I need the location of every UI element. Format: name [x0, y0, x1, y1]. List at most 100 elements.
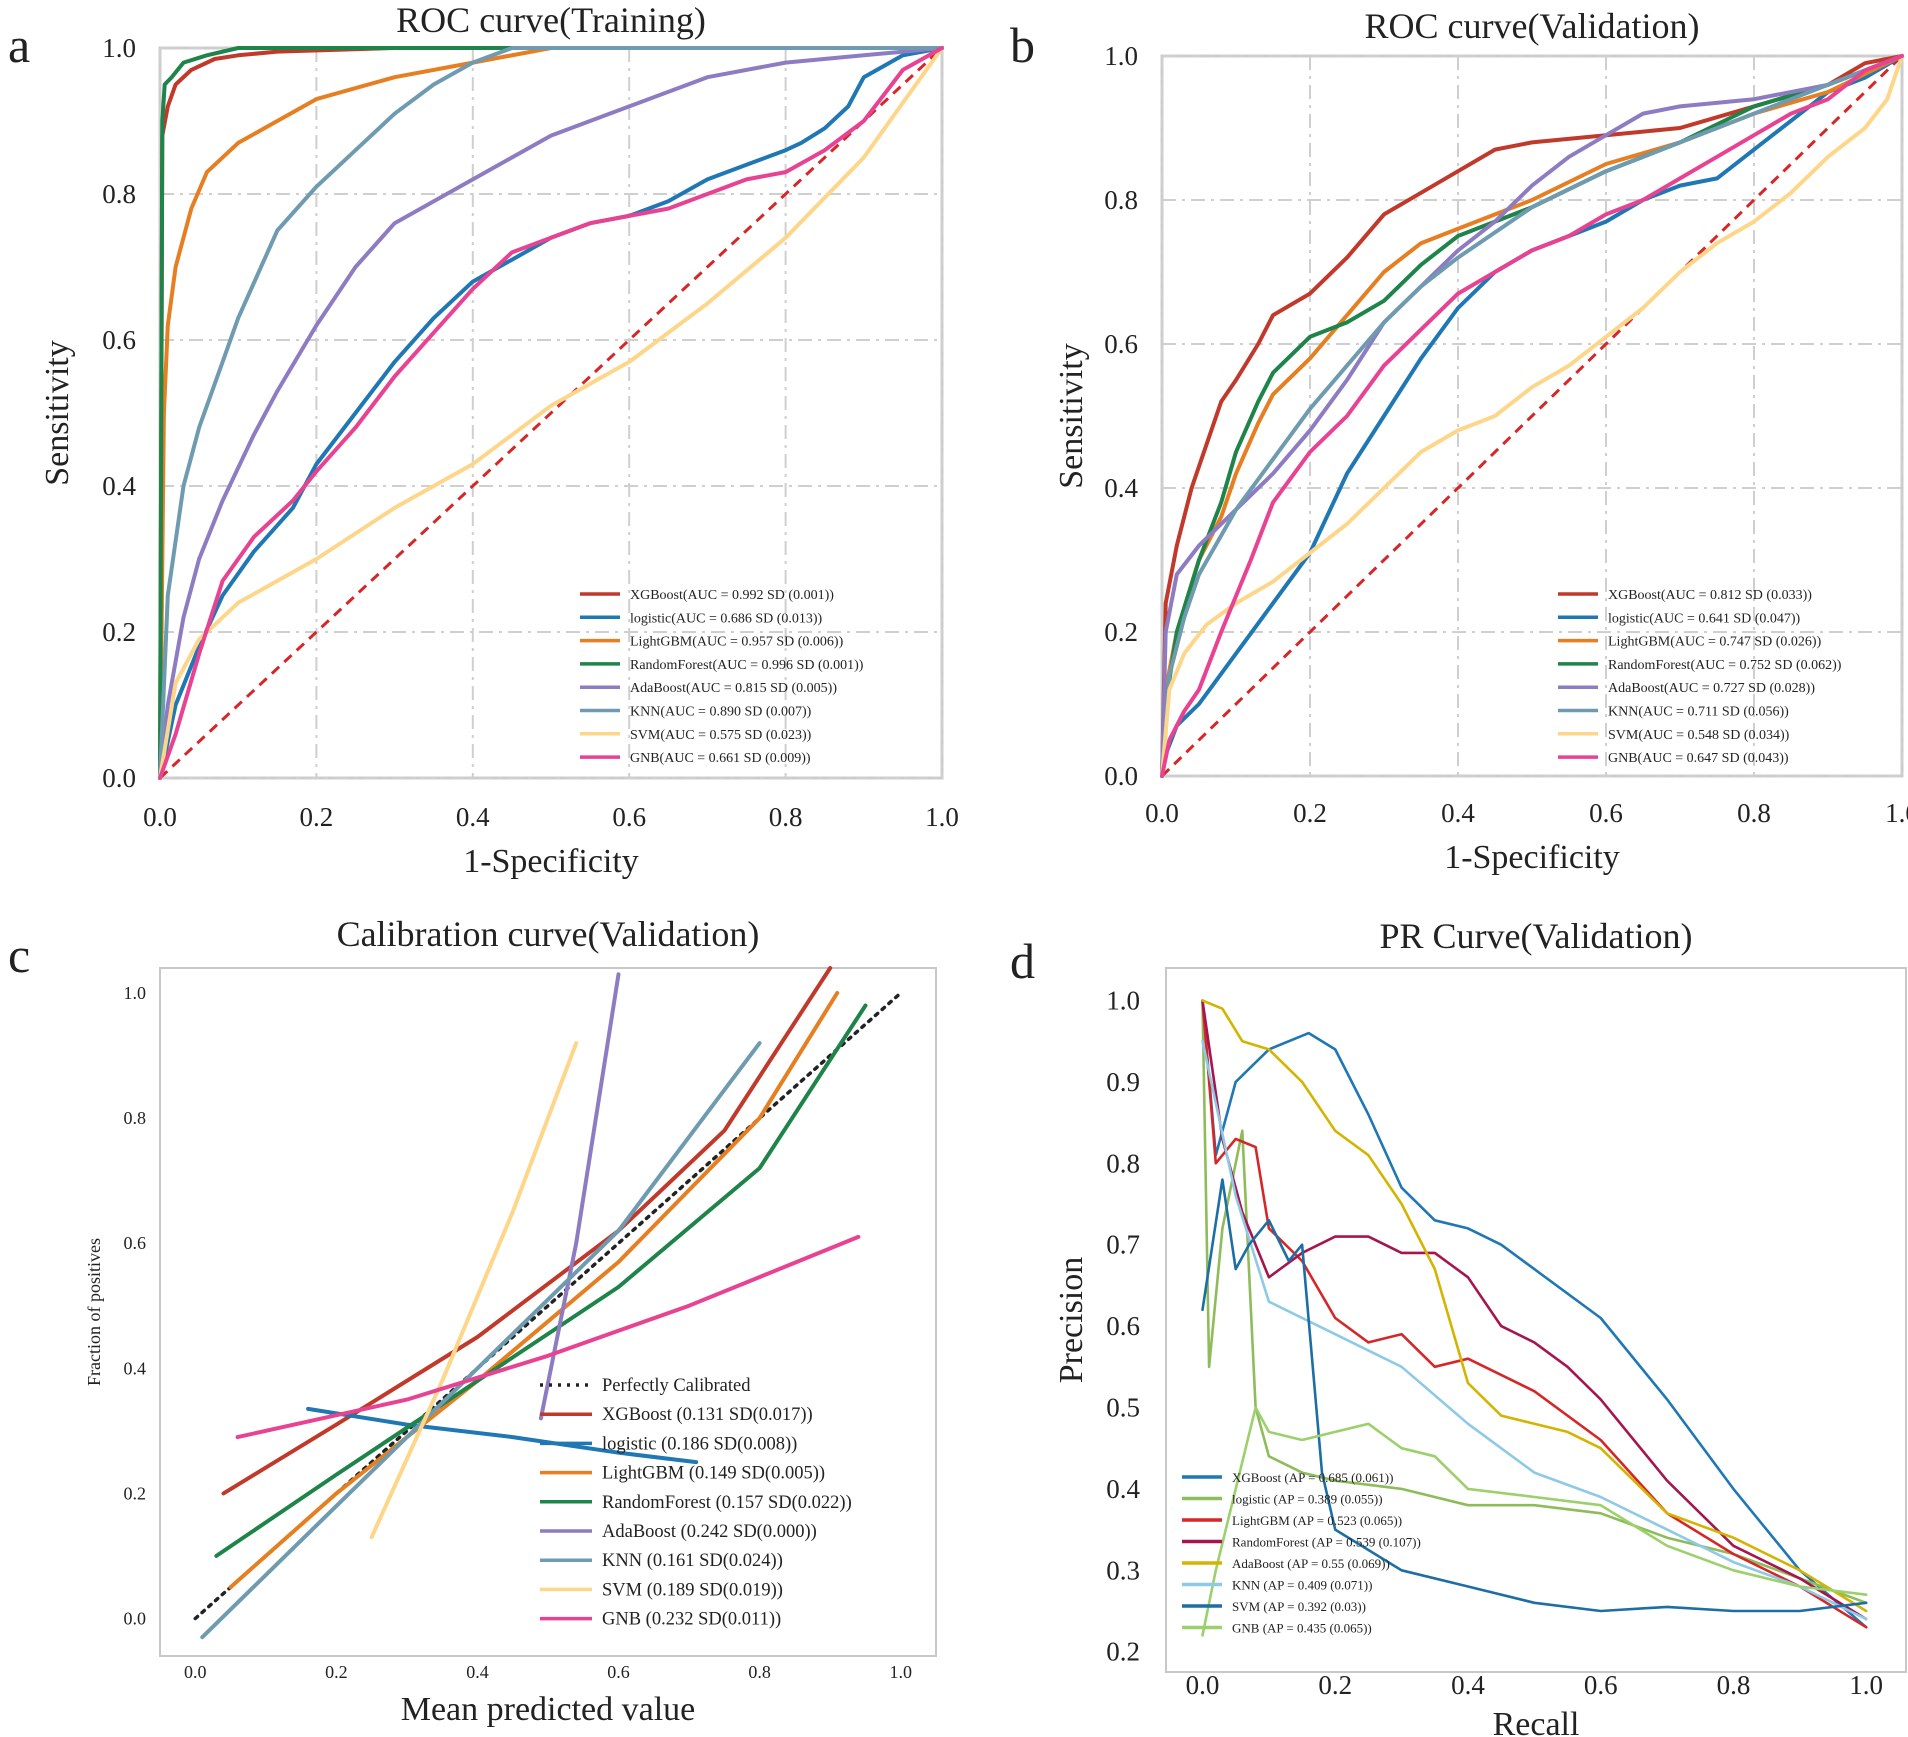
x-tick-label: 0.2	[300, 802, 334, 832]
x-tick-label: 0.8	[1717, 1670, 1751, 1700]
y-tick-label: 0.0	[1104, 761, 1138, 791]
series-line-0	[1201, 999, 1868, 1629]
y-tick-label: 0.2	[1106, 1637, 1140, 1667]
legend-label: AdaBoost (AP = 0.55 (0.069))	[1232, 1556, 1390, 1571]
chart-title: ROC curve(Training)	[396, 0, 706, 40]
legend-label: logistic(AUC = 0.641 SD (0.047))	[1608, 611, 1801, 626]
series-line-7	[1201, 1406, 1868, 1637]
series-line-5	[1160, 54, 1904, 778]
y-tick-label: 1.0	[1104, 41, 1138, 71]
y-tick-label: 0.2	[124, 1483, 147, 1503]
legend-label: XGBoost (0.131 SD(0.017))	[602, 1405, 813, 1425]
legend-label: XGBoost(AUC = 0.992 SD (0.001))	[630, 588, 834, 603]
series-line-3	[158, 46, 944, 780]
x-tick-label: 1.0	[889, 1662, 912, 1682]
y-tick-label: 0.5	[1106, 1392, 1140, 1422]
x-tick-label: 0.0	[143, 802, 177, 832]
y-tick-label: 0.9	[1106, 1067, 1140, 1097]
y-tick-label: 0.8	[124, 1108, 147, 1128]
y-tick-label: 0.8	[102, 179, 136, 209]
legend-label: LightGBM(AUC = 0.957 SD (0.006))	[630, 635, 844, 650]
y-axis-label: Sensitivity	[1053, 343, 1090, 488]
y-tick-label: 1.0	[102, 33, 136, 63]
panel-letter: d	[1010, 933, 1035, 989]
series-line-4	[1201, 999, 1868, 1613]
series-line-5	[1201, 1039, 1868, 1621]
legend-label: KNN(AUC = 0.890 SD (0.007))	[630, 705, 812, 720]
x-tick-label: 0.0	[1145, 798, 1179, 828]
plot-frame	[1165, 967, 1907, 1673]
plot-frame	[159, 967, 937, 1657]
legend-label: AdaBoost (0.242 SD(0.000))	[602, 1522, 817, 1542]
x-tick-label: 0.4	[466, 1662, 489, 1682]
legend-label: GNB (0.232 SD(0.011))	[602, 1610, 781, 1630]
legend-label: logistic (0.186 SD(0.008))	[602, 1434, 797, 1454]
series-line-4	[158, 46, 944, 780]
y-tick-label: 0.4	[124, 1358, 147, 1378]
panel-letter: a	[8, 17, 30, 73]
x-axis-label: 1-Specificity	[463, 843, 639, 880]
series-line-4	[214, 1003, 868, 1558]
x-tick-label: 1.0	[925, 802, 959, 832]
legend-label: LightGBM (AP = 0.523 (0.065))	[1232, 1513, 1402, 1528]
legend-label: LightGBM (0.149 SD(0.005))	[602, 1464, 825, 1484]
y-tick-label: 0.0	[102, 763, 136, 793]
y-tick-label: 0.4	[1106, 1474, 1140, 1504]
x-tick-label: 0.8	[1737, 798, 1771, 828]
y-axis-label: Sensitivity	[39, 340, 76, 485]
x-tick-label: 0.2	[1318, 1670, 1352, 1700]
y-tick-label: 0.6	[102, 325, 136, 355]
legend-label: XGBoost(AUC = 0.812 SD (0.033))	[1608, 588, 1812, 603]
y-axis-label: Precision	[1053, 1257, 1090, 1384]
y-tick-label: 0.2	[102, 617, 136, 647]
legend-label: KNN (0.161 SD(0.024))	[602, 1551, 783, 1571]
series-line-3	[1201, 999, 1868, 1621]
series-line-7	[1160, 54, 1904, 778]
series-line-6	[158, 46, 944, 780]
x-tick-label: 0.0	[184, 1662, 207, 1682]
series-line-4	[1160, 54, 1904, 778]
panel-letter: c	[8, 927, 30, 983]
legend-label: RandomForest (0.157 SD(0.022))	[602, 1493, 852, 1513]
series-line-2	[306, 1406, 699, 1465]
y-tick-label: 0.8	[1104, 185, 1138, 215]
series-line-6	[1201, 1178, 1868, 1613]
legend-label: LightGBM(AUC = 0.747 SD (0.026))	[1608, 635, 1822, 650]
panel-b-roc-validation: b ROC curve(Validation) 0.0 0.2 0.4 0.6 0.8 1. 0…	[1010, 6, 1908, 876]
legend-label: Perfectly Calibrated	[602, 1376, 751, 1396]
legend-label: SVM (AP = 0.392 (0.03))	[1232, 1599, 1366, 1614]
legend-label: SVM (0.189 SD(0.019))	[602, 1580, 783, 1600]
series-line-3	[228, 991, 840, 1590]
legend-label: XGBoost (AP = 0.685 (0.061))	[1232, 1470, 1393, 1485]
legend-label: RandomForest (AP = 0.539 (0.107))	[1232, 1535, 1421, 1550]
legend-label: logistic(AUC = 0.686 SD (0.013))	[630, 611, 823, 626]
legend-label: GNB (AP = 0.435 (0.065))	[1232, 1621, 1372, 1636]
series-line-7	[369, 1041, 579, 1540]
chart-title: Calibration curve(Validation)	[337, 914, 760, 954]
x-tick-label: 0.6	[1589, 798, 1623, 828]
x-tick-label: 0.0	[1186, 1670, 1220, 1700]
y-tick-label: 0.4	[102, 471, 136, 501]
legend-label: AdaBoost(AUC = 0.727 SD (0.028))	[1608, 681, 1815, 696]
x-axis-label: Mean predicted value	[401, 1691, 696, 1728]
x-tick-label: 0.4	[1451, 1670, 1485, 1700]
y-tick-label: 0.6	[124, 1233, 147, 1253]
series-line-7	[158, 46, 944, 780]
series-line-5	[158, 46, 944, 780]
chance-diagonal	[158, 46, 944, 780]
series-line-1	[221, 966, 833, 1496]
y-tick-label: 1.0	[124, 983, 147, 1003]
chart-title: PR Curve(Validation)	[1380, 916, 1693, 956]
x-tick-label: 1.0	[1885, 798, 1908, 828]
y-tick-label: 1.0	[1106, 986, 1140, 1016]
x-axis-label: Recall	[1493, 1706, 1580, 1737]
x-tick-label: 0.4	[1441, 798, 1475, 828]
x-tick-label: 0.2	[325, 1662, 348, 1682]
y-tick-label: 0.8	[1106, 1148, 1140, 1178]
chance-diagonal	[1160, 54, 1904, 778]
x-tick-label: 1.0	[1849, 1670, 1883, 1700]
series-line-0	[1160, 54, 1904, 778]
y-tick-label: 0.3	[1106, 1555, 1140, 1585]
y-tick-label: 0.0	[124, 1608, 147, 1628]
series-line-6	[200, 1041, 762, 1640]
